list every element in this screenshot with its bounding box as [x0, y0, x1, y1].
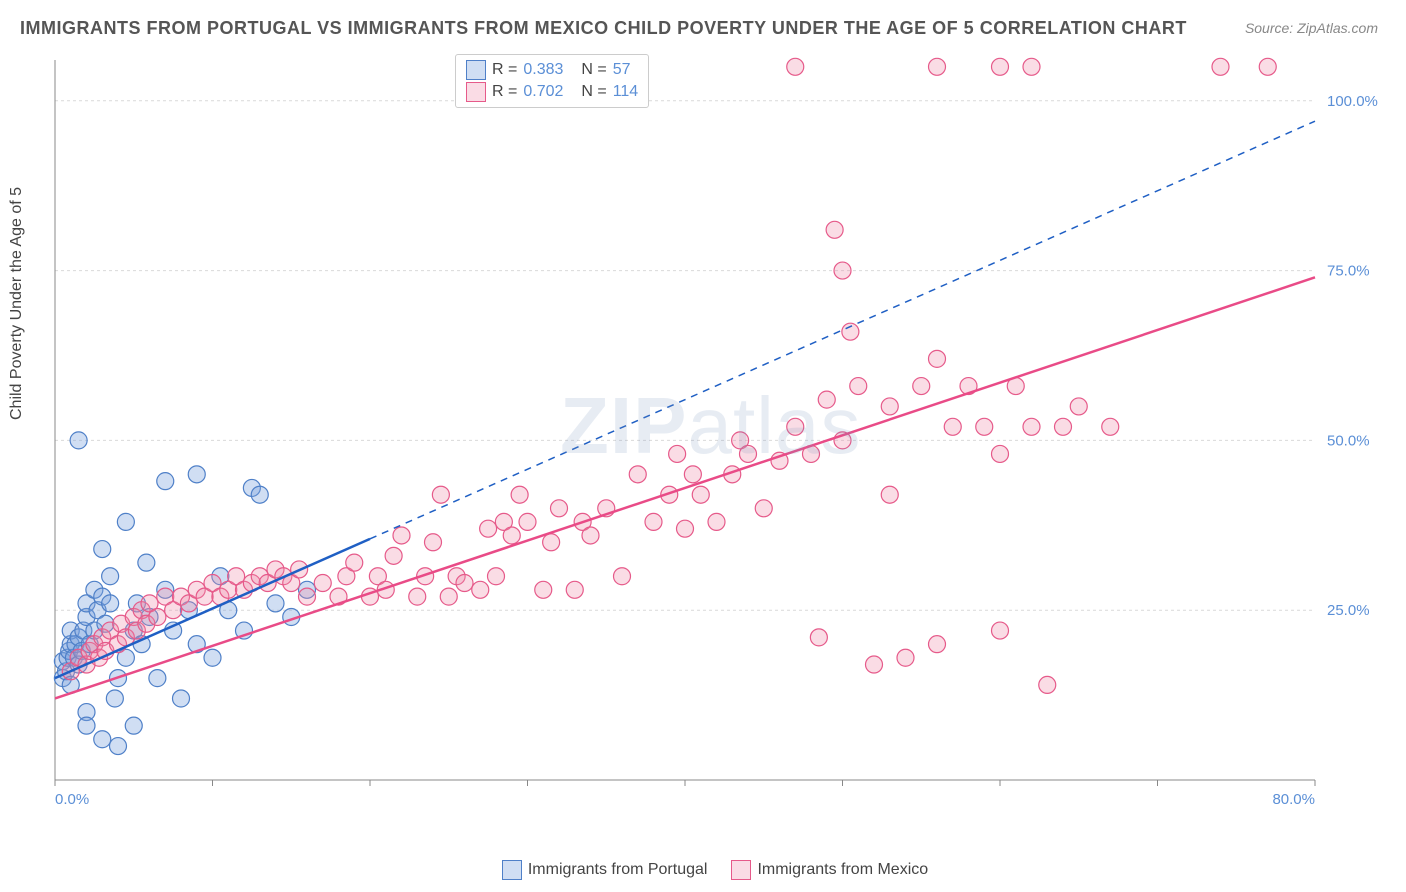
svg-text:0.0%: 0.0% — [55, 791, 89, 808]
legend-swatch — [466, 82, 486, 102]
legend-swatch — [466, 60, 486, 80]
n-label: N = — [581, 59, 606, 81]
n-value: 114 — [613, 81, 639, 103]
legend-swatch-mexico — [731, 860, 751, 880]
source-label: Source: — [1245, 20, 1293, 36]
svg-text:100.0%: 100.0% — [1327, 93, 1378, 110]
svg-text:80.0%: 80.0% — [1272, 791, 1315, 808]
series-legend: Immigrants from Portugal Immigrants from … — [0, 860, 1406, 880]
svg-text:75.0%: 75.0% — [1327, 263, 1370, 280]
chart-plot-area: 25.0% 50.0% 75.0% 100.0% 0.0% 80.0% — [45, 50, 1385, 850]
chart-title: IMMIGRANTS FROM PORTUGAL VS IMMIGRANTS F… — [20, 18, 1187, 39]
r-label: R = — [492, 59, 517, 81]
legend-label-portugal: Immigrants from Portugal — [528, 861, 708, 878]
r-value: 0.383 — [523, 59, 575, 81]
r-label: R = — [492, 81, 517, 103]
n-label: N = — [581, 81, 606, 103]
legend-label-mexico: Immigrants from Mexico — [757, 861, 928, 878]
legend-row-portugal: R = 0.383 N = 57 — [466, 59, 638, 81]
correlation-legend: R = 0.383 N = 57 R = 0.702 N = 114 — [455, 54, 649, 108]
svg-text:50.0%: 50.0% — [1327, 432, 1370, 449]
svg-text:25.0%: 25.0% — [1327, 602, 1370, 619]
scatter-chart-svg: 25.0% 50.0% 75.0% 100.0% 0.0% 80.0% — [45, 50, 1385, 850]
y-axis-label: Child Poverty Under the Age of 5 — [8, 187, 26, 420]
source-value: ZipAtlas.com — [1297, 20, 1378, 36]
source-attribution: Source: ZipAtlas.com — [1245, 20, 1378, 36]
legend-swatch-portugal — [502, 860, 522, 880]
r-value: 0.702 — [523, 81, 575, 103]
n-value: 57 — [613, 59, 631, 81]
legend-row-mexico: R = 0.702 N = 114 — [466, 81, 638, 103]
